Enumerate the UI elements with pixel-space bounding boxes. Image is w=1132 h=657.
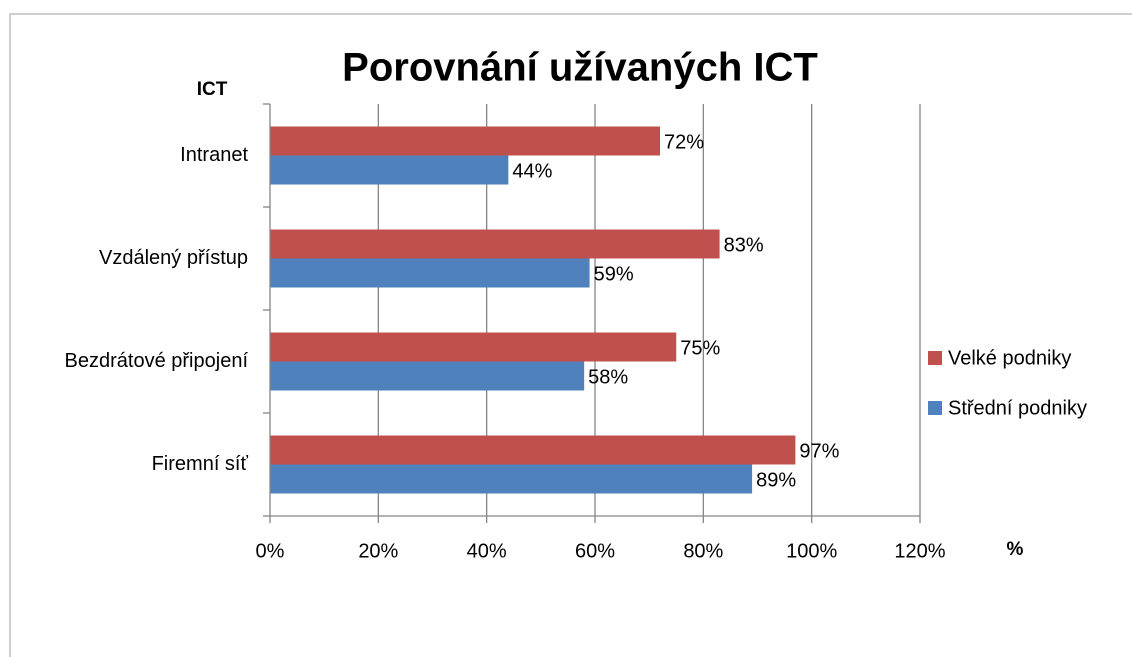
legend-label: Střední podniky bbox=[948, 397, 1087, 419]
data-label: 97% bbox=[799, 440, 839, 462]
y-tick-label: Bezdrátové připojení bbox=[65, 350, 249, 372]
legend-swatch bbox=[928, 351, 942, 365]
bar bbox=[270, 464, 753, 494]
x-tick-label: 120% bbox=[894, 540, 945, 562]
bar bbox=[270, 229, 720, 259]
bar bbox=[270, 435, 796, 465]
bar bbox=[270, 155, 509, 185]
data-label: 83% bbox=[724, 234, 764, 256]
y-tick-label: Vzdálený přístup bbox=[99, 247, 248, 269]
chart-frame bbox=[9, 13, 1132, 657]
data-label: 58% bbox=[588, 366, 628, 388]
x-tick-label: 100% bbox=[786, 540, 837, 562]
x-tick-label: 40% bbox=[467, 540, 507, 562]
chart-title: Porovnání užívaných ICT bbox=[342, 46, 818, 90]
legend-label: Velké podniky bbox=[948, 347, 1071, 369]
y-tick-label: Firemní síť bbox=[152, 453, 249, 475]
data-label: 75% bbox=[680, 337, 720, 359]
x-tick-label: 0% bbox=[256, 540, 285, 562]
legend-swatch bbox=[928, 401, 942, 415]
x-axis-title: % bbox=[1007, 539, 1024, 560]
x-tick-label: 80% bbox=[683, 540, 723, 562]
data-label: 59% bbox=[594, 263, 634, 285]
data-label: 44% bbox=[512, 160, 552, 182]
x-tick-label: 60% bbox=[575, 540, 615, 562]
bar bbox=[270, 258, 590, 288]
y-tick-label: Intranet bbox=[180, 144, 248, 166]
data-label: 72% bbox=[664, 131, 704, 153]
data-label: 89% bbox=[756, 469, 796, 491]
bar bbox=[270, 126, 660, 156]
x-tick-label: 20% bbox=[358, 540, 398, 562]
bar bbox=[270, 332, 677, 362]
y-axis-title: ICT bbox=[197, 79, 228, 100]
bar bbox=[270, 361, 585, 391]
